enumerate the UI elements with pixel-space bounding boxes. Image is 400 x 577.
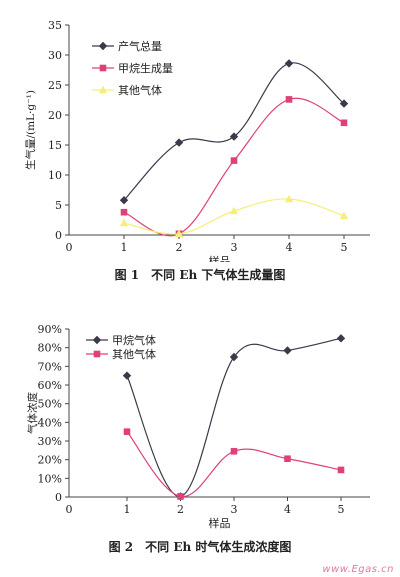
series-line (126, 337, 342, 498)
legend-label: 甲烷生成量 (118, 61, 173, 75)
data-point (339, 211, 349, 219)
y-tick-label: 10% (38, 472, 62, 485)
x-tick-label: 2 (177, 503, 184, 516)
x-tick-label: 0 (66, 503, 73, 516)
y-tick-label: 70% (38, 360, 62, 373)
data-point (229, 206, 239, 215)
series-line (123, 198, 345, 235)
legend-label: 产气总量 (118, 39, 162, 53)
y-tick-label: 20% (38, 454, 62, 467)
x-tick-label: 1 (124, 503, 131, 516)
y-tick-label: 60% (38, 379, 62, 392)
y-tick-label: 15 (48, 139, 62, 152)
legend-marker (98, 41, 108, 51)
x-tick-label: 3 (231, 503, 238, 516)
data-point (174, 138, 184, 147)
y-tick-label: 80% (38, 342, 62, 355)
legend-label: 其他气体 (118, 83, 162, 97)
x-tick-label: 5 (341, 241, 348, 254)
figure-1-caption: 图 1 不同 Eh 下气体生成量图 (114, 268, 286, 282)
y-tick-label: 30% (38, 435, 62, 448)
data-point (230, 157, 238, 164)
x-tick-label: 4 (286, 241, 293, 254)
data-point (337, 466, 345, 474)
y-tick-label: 25 (48, 79, 62, 92)
legend-marker (98, 85, 108, 94)
data-point (285, 96, 293, 103)
data-point (120, 208, 128, 216)
data-point (229, 132, 239, 141)
x-tick-label: 3 (231, 241, 238, 254)
x-tick-label: 1 (121, 241, 128, 254)
x-tick-label: 5 (338, 503, 345, 516)
data-point (283, 346, 292, 355)
y-tick-label: 30 (48, 49, 62, 62)
y-tick-label: 90% (38, 323, 62, 336)
data-point (177, 493, 184, 500)
data-point (284, 455, 291, 463)
data-point (122, 371, 132, 380)
data-point (336, 334, 346, 343)
data-point (229, 352, 239, 362)
legend-marker (93, 350, 101, 358)
figure-2-caption: 图 2 不同 Eh 时气体生成浓度图 (108, 540, 292, 554)
series-3 (119, 194, 349, 237)
data-point (119, 218, 129, 227)
data-point (174, 229, 184, 237)
legend-label: 甲烷气体 (112, 333, 156, 347)
x-tick-label: 4 (284, 503, 291, 516)
data-point (340, 119, 348, 127)
y-axis-label: 生气量/(mL·g⁻¹) (24, 90, 37, 170)
figure-2: 0 10% 20% 30% 40% 50% 60% 70% 80% 90% 0 1 2 3 4 5 样品 气体浓度… (0, 300, 400, 560)
data-point (123, 428, 131, 435)
legend-marker (99, 64, 107, 72)
x-axis-label: 样品 (209, 254, 231, 262)
x-tick-label: 0 (66, 241, 73, 254)
x-tick-label: 2 (176, 241, 183, 254)
legend-marker (92, 335, 102, 345)
series-1 (122, 334, 346, 501)
figure-1: 0 5 10 15 20 25 30 35 0 1 2 3 4 5 样品 生气量/(mL·g⁻¹) 产气总量甲烷… (24, 19, 370, 268)
series-2 (120, 96, 348, 238)
y-tick-label: 0 (55, 491, 62, 504)
x-axis-label: 样品 (209, 516, 231, 530)
y-axis-label: 气体浓度 (26, 392, 39, 434)
series-2 (123, 428, 345, 500)
watermark-text: www.Egas.cn (322, 564, 394, 575)
series-line (126, 431, 342, 498)
data-point (284, 59, 294, 68)
y-tick-label: 50% (38, 398, 62, 411)
data-point (339, 99, 349, 108)
data-point (119, 196, 129, 205)
y-tick-label: 20 (48, 109, 62, 122)
series-line (123, 97, 345, 237)
chart-2: 0 10% 20% 30% 40% 50% 60% 70% 80% 90% 0 1 2 3 4 5 样品 气体浓度… (26, 323, 370, 530)
y-tick-label: 10 (48, 169, 62, 182)
chart-1: 0 5 10 15 20 25 30 35 0 1 2 3 4 5 样品 生气量/(mL·g⁻¹) 产气总量甲烷… (24, 19, 370, 268)
series-1 (119, 59, 349, 205)
data-point (230, 447, 238, 455)
y-tick-label: 40% (38, 416, 62, 429)
y-tick-label: 35 (48, 19, 62, 32)
y-tick-label: 5 (55, 199, 62, 212)
legend-label: 其他气体 (112, 347, 156, 361)
data-point (284, 194, 294, 203)
y-tick-label: 0 (55, 229, 62, 242)
